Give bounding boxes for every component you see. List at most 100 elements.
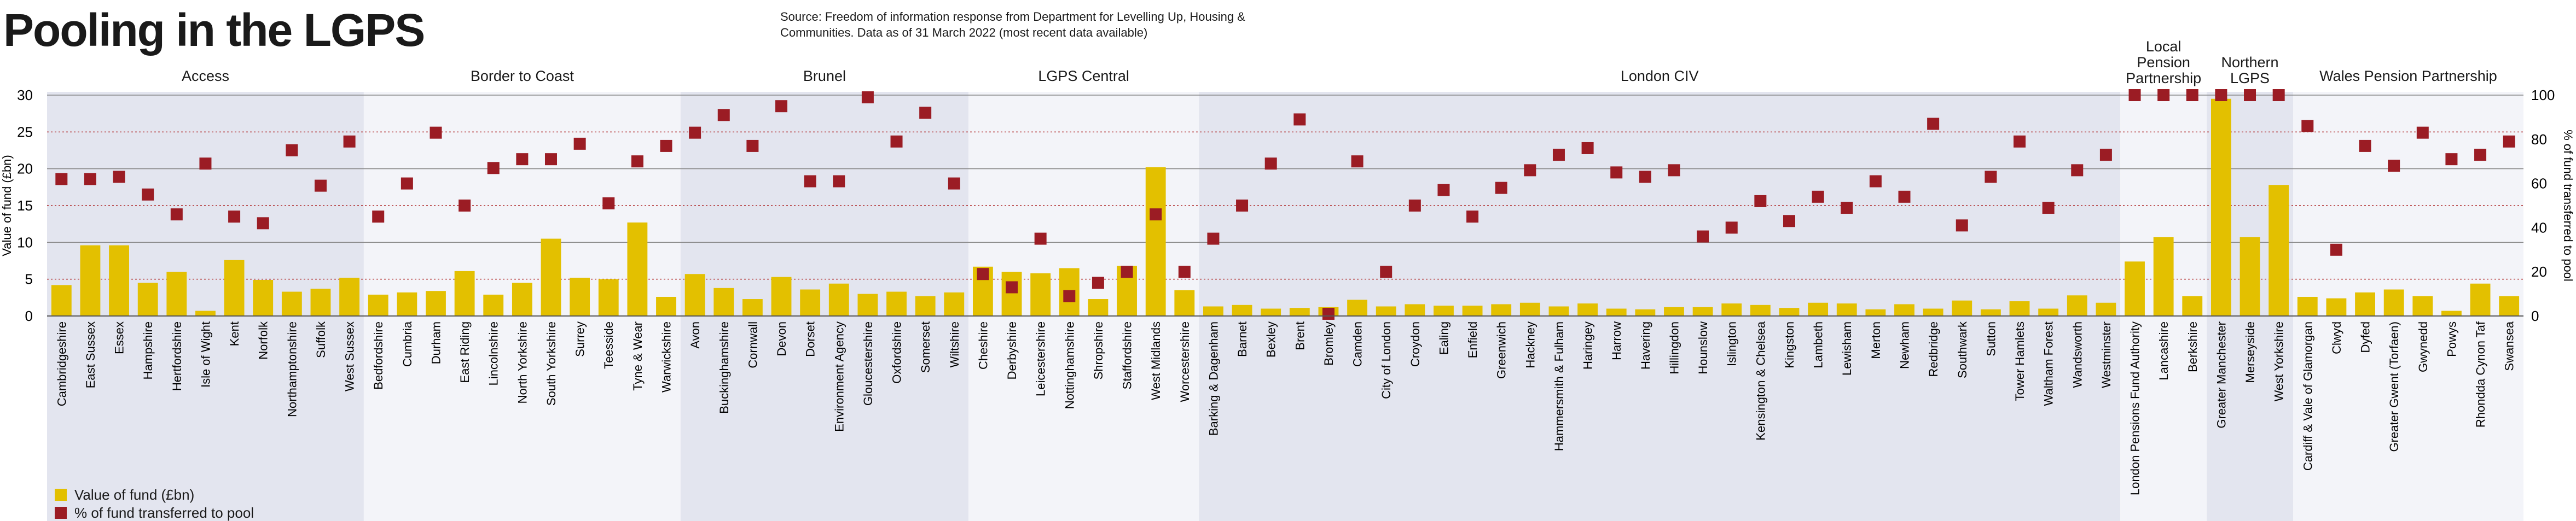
bar-warwickshire bbox=[656, 296, 676, 316]
fund-label-gwynedd: Gwynedd bbox=[2416, 321, 2430, 372]
fund-label-swansea: Swansea bbox=[2503, 321, 2516, 371]
marker-derbyshire bbox=[1006, 281, 1018, 294]
marker-harrow bbox=[1610, 166, 1623, 179]
fund-label-clwyd: Clwyd bbox=[2330, 321, 2343, 354]
fund-label-durham: Durham bbox=[429, 321, 443, 364]
marker-cardiff-and-vale-of-glamorgan bbox=[2301, 120, 2314, 132]
marker-hertfordshire bbox=[170, 208, 183, 221]
fund-label-dyfed: Dyfed bbox=[2359, 321, 2372, 353]
bar-environment-agency bbox=[828, 283, 849, 316]
marker-powys bbox=[2445, 153, 2458, 166]
bar-camden bbox=[1347, 300, 1367, 316]
marker-kingston bbox=[1783, 215, 1795, 227]
fund-label-greenwich: Greenwich bbox=[1495, 321, 1509, 379]
marker-croydon bbox=[1408, 200, 1421, 212]
bar-cumbria bbox=[397, 292, 417, 316]
bar-oxfordshire bbox=[886, 291, 907, 316]
bar-dyfed bbox=[2355, 292, 2375, 316]
marker-gwynedd bbox=[2416, 126, 2429, 139]
marker-merseyside bbox=[2244, 89, 2256, 101]
fund-label-rhondda-cynon-taf: Rhondda Cynon Taf bbox=[2474, 321, 2487, 428]
fund-value-bars bbox=[51, 98, 2520, 316]
legend-pct-swatch bbox=[55, 507, 67, 519]
pool-name-line: Partnership bbox=[2126, 70, 2201, 86]
y-tick-label: 30 bbox=[17, 87, 33, 103]
pool-name-local-pension-partnership: Local Pension Partnership bbox=[2126, 38, 2201, 86]
fund-label-cornwall: Cornwall bbox=[746, 321, 759, 368]
bar-lewisham bbox=[1836, 303, 1857, 316]
fund-label-wandsworth: Wandsworth bbox=[2070, 321, 2084, 388]
pool-name-line: Northern bbox=[2221, 54, 2279, 71]
fund-label-hackney: Hackney bbox=[1523, 321, 1537, 368]
fund-label-cheshire: Cheshire bbox=[976, 321, 990, 370]
marker-rhondda-cynon-taf bbox=[2474, 149, 2487, 161]
fund-label-sutton: Sutton bbox=[1984, 321, 1998, 356]
fund-label-london-pensions-fund-authority: London Pensions Fund Authority bbox=[2128, 321, 2142, 495]
y-tick-label: 0 bbox=[25, 308, 33, 324]
fund-label-devon: Devon bbox=[775, 321, 788, 356]
fund-label-dorset: Dorset bbox=[804, 321, 817, 357]
marker-surrey bbox=[573, 137, 586, 150]
marker-hackney bbox=[1524, 164, 1536, 177]
bar-essex bbox=[109, 245, 129, 316]
fund-label-east-sussex: East Sussex bbox=[84, 321, 97, 388]
fund-labels: Cambridgeshire East Sussex Essex Hampshire H… bbox=[55, 321, 2516, 495]
pool-name-lgps-central: LGPS Central bbox=[1038, 68, 1129, 84]
marker-dyfed bbox=[2359, 139, 2371, 152]
bar-merton bbox=[1865, 309, 1886, 316]
fund-label-merton: Merton bbox=[1869, 321, 1883, 359]
marker-city-of-london bbox=[1380, 266, 1393, 278]
pool-name-access: Access bbox=[182, 68, 229, 84]
fund-label-south-yorkshire: South Yorkshire bbox=[544, 321, 558, 406]
fund-label-greater-manchester: Greater Manchester bbox=[2214, 321, 2228, 429]
bar-berkshire bbox=[2182, 296, 2203, 316]
fund-label-east-riding: East Riding bbox=[458, 321, 472, 383]
bar-greater-gwent-torfaen bbox=[2383, 289, 2404, 316]
fund-label-harrow: Harrow bbox=[1610, 321, 1623, 360]
marker-avon bbox=[689, 126, 701, 139]
page-title: Pooling in the LGPS bbox=[3, 4, 425, 56]
fund-label-norfolk: Norfolk bbox=[257, 321, 270, 360]
bar-surrey bbox=[570, 277, 590, 316]
pct-markers bbox=[55, 89, 2515, 320]
fund-label-surrey: Surrey bbox=[573, 321, 587, 357]
marker-brent bbox=[1293, 113, 1306, 126]
bar-barnet bbox=[1232, 305, 1252, 316]
fund-label-hertfordshire: Hertfordshire bbox=[170, 321, 184, 391]
fund-label-bedfordshire: Bedfordshire bbox=[372, 321, 385, 390]
fund-label-gloucestershire: Gloucestershire bbox=[861, 321, 875, 406]
legend-value: Value of fund (£bn) bbox=[55, 487, 194, 503]
fund-label-nottinghamshire: Nottinghamshire bbox=[1063, 321, 1076, 409]
fund-label-bexley: Bexley bbox=[1264, 321, 1278, 358]
marker-lancashire bbox=[2157, 89, 2170, 101]
marker-bromley bbox=[1322, 307, 1335, 320]
fund-label-leicestershire: Leicestershire bbox=[1034, 321, 1048, 396]
fund-label-greater-gwent-torfaen: Greater Gwent (Torfaen) bbox=[2387, 321, 2401, 452]
fund-label-buckinghamshire: Buckinghamshire bbox=[717, 321, 731, 414]
bar-northamptonshire bbox=[281, 291, 302, 316]
bar-north-yorkshire bbox=[512, 283, 532, 316]
marker-waltham-forest bbox=[2042, 202, 2055, 214]
marker-tower-hamlets bbox=[2014, 135, 2026, 148]
pool-name-line: Pension bbox=[2137, 54, 2190, 71]
bar-barking-and-dagenham bbox=[1203, 306, 1223, 316]
bar-teesside bbox=[598, 279, 619, 316]
bar-cornwall bbox=[742, 299, 763, 316]
bar-westminster bbox=[2096, 302, 2116, 316]
fund-label-essex: Essex bbox=[113, 321, 126, 354]
fund-label-haringey: Haringey bbox=[1581, 321, 1595, 370]
marker-cumbria bbox=[401, 177, 413, 190]
pool-name-wales-pension-partnership: Wales Pension Partnership bbox=[2319, 68, 2497, 84]
y-tick-label: 20 bbox=[17, 161, 33, 177]
marker-isle-of-wight bbox=[199, 157, 212, 170]
group-bands bbox=[47, 92, 2523, 521]
marker-cambridgeshire bbox=[55, 173, 68, 185]
marker-islington bbox=[1725, 221, 1738, 234]
bar-hackney bbox=[1519, 302, 1540, 316]
fund-label-tower-hamlets: Tower Hamlets bbox=[2013, 321, 2027, 401]
marker-worcestershire bbox=[1178, 266, 1191, 278]
bar-waltham-forest bbox=[2038, 308, 2059, 316]
y2-tick-label: 60 bbox=[2531, 175, 2547, 192]
bar-enfield bbox=[1462, 306, 1483, 316]
bar-isle-of-wight bbox=[195, 311, 216, 316]
